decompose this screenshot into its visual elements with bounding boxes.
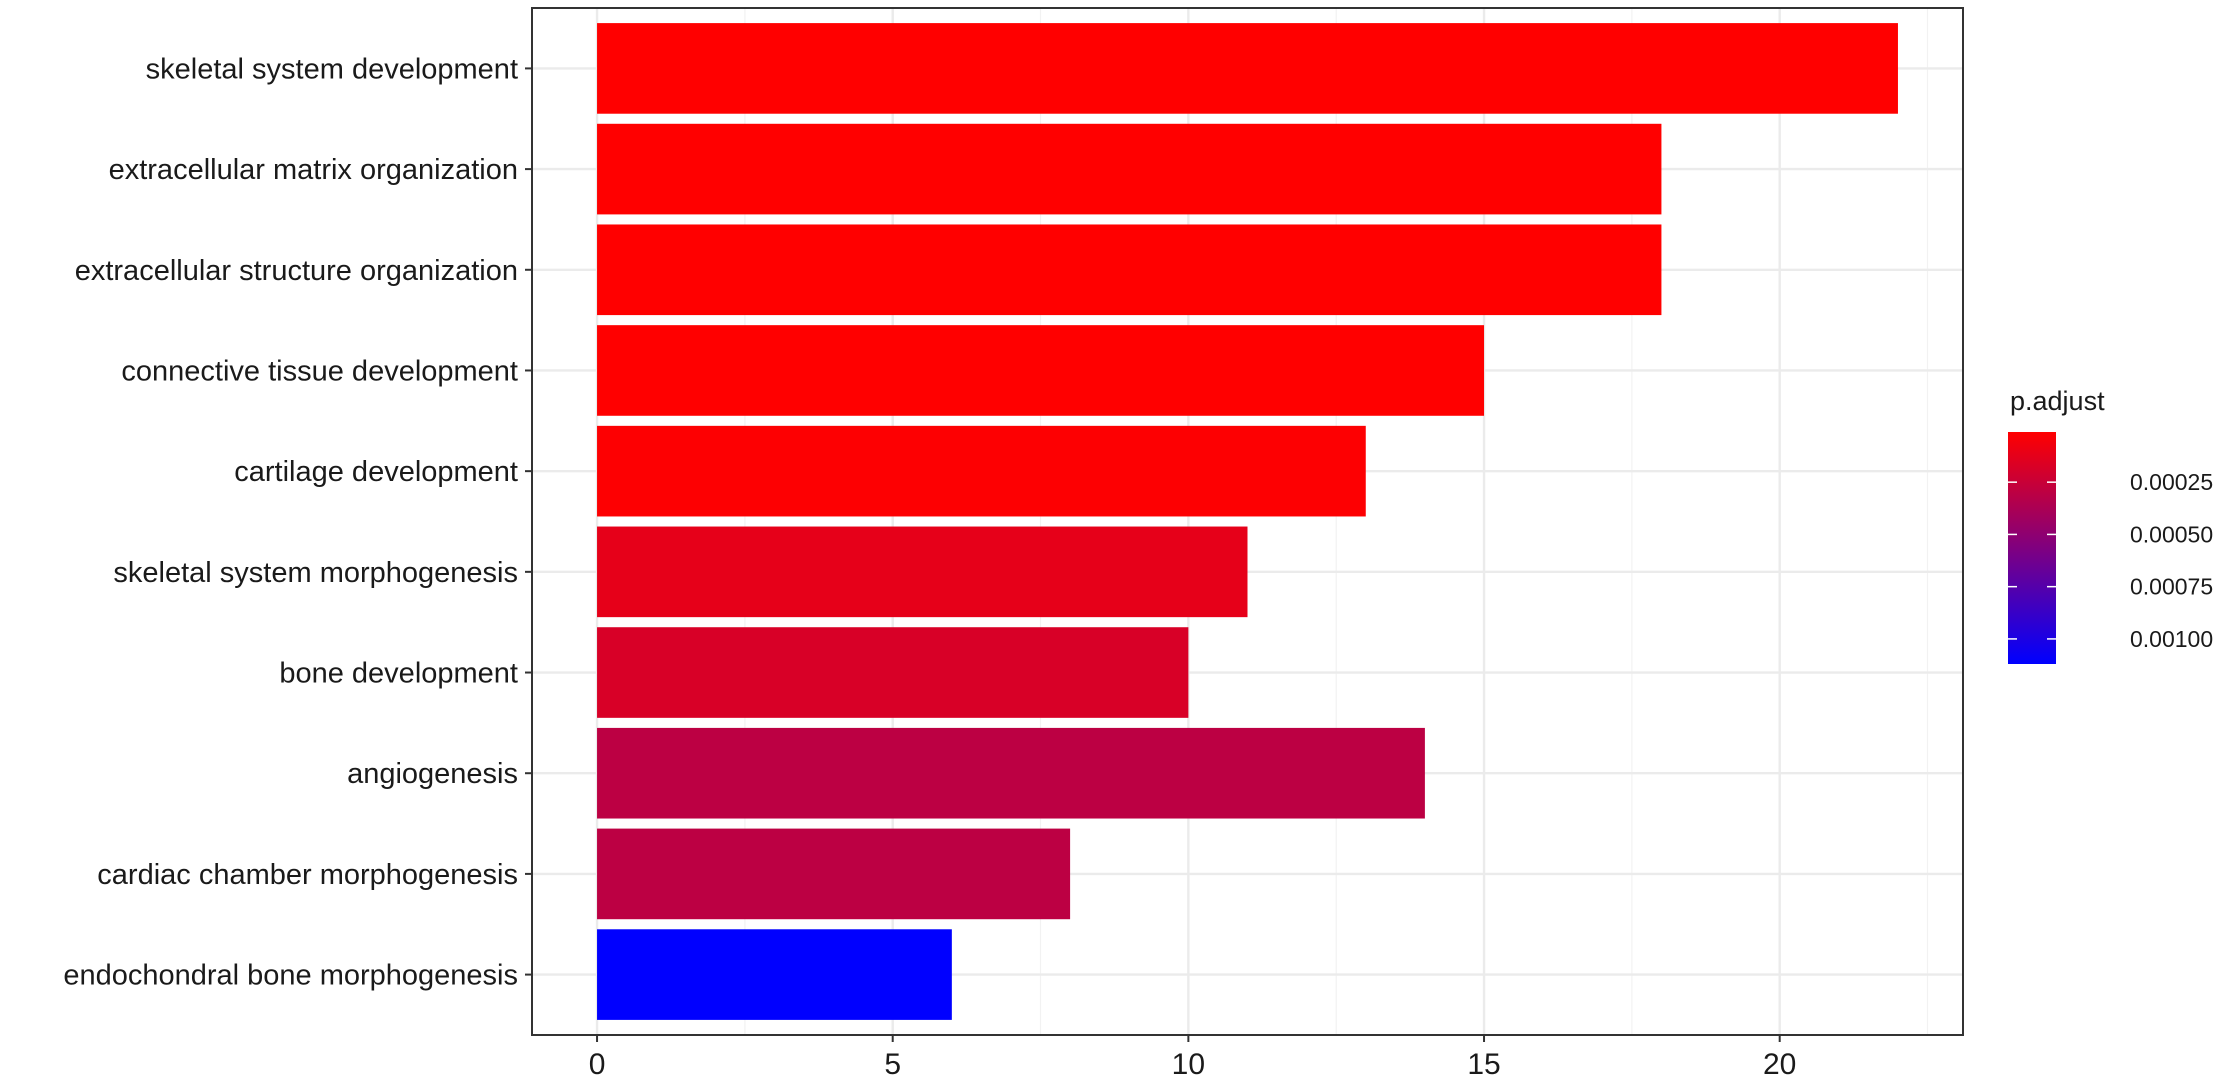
panel-border — [531, 7, 1964, 1036]
y-tick-label: skeletal system development — [146, 53, 518, 85]
y-tick-label: cardiac chamber morphogenesis — [97, 859, 518, 891]
legend-title: p.adjust — [2010, 386, 2105, 416]
bar — [597, 929, 952, 1020]
x-tick-label: 20 — [1763, 1048, 1796, 1081]
bar — [597, 627, 1189, 718]
y-tick-label: extracellular structure organization — [75, 255, 518, 287]
x-tick-label: 10 — [1172, 1048, 1205, 1081]
y-tick-label: bone development — [279, 658, 518, 690]
y-tick-label: angiogenesis — [347, 758, 518, 790]
colorbar-label: 0.00100 — [2130, 626, 2213, 652]
y-axis: skeletal system development extracellular… — [63, 53, 532, 992]
bar — [597, 828, 1071, 920]
x-axis: 0 5 10 15 20 — [589, 1035, 1796, 1081]
bar — [597, 727, 1425, 819]
bar — [597, 23, 1898, 114]
legend-ticks: 0.00025 0.00050 0.00075 0.00100 — [2008, 469, 2213, 652]
y-tick-label: extracellular matrix organization — [109, 154, 518, 186]
y-tick-label: skeletal system morphogenesis — [113, 557, 518, 589]
bar — [597, 123, 1662, 215]
x-tick-label: 0 — [589, 1048, 606, 1081]
bar — [597, 526, 1248, 618]
colorbar-label: 0.00050 — [2130, 521, 2213, 547]
y-tick-label: endochondral bone morphogenesis — [63, 960, 518, 992]
x-tick-label: 15 — [1467, 1048, 1500, 1081]
legend: p.adjust 0.00025 0.00050 0.00075 0.00100 — [2008, 386, 2213, 664]
colorbar — [2008, 432, 2056, 664]
bar — [597, 425, 1366, 517]
y-tick-label: cartilage development — [234, 456, 518, 488]
x-tick-label: 5 — [884, 1048, 901, 1081]
colorbar-label: 0.00025 — [2130, 469, 2213, 495]
y-tick-label: connective tissue development — [121, 355, 518, 387]
bar — [597, 224, 1662, 316]
colorbar-label: 0.00075 — [2130, 574, 2213, 600]
bars — [597, 23, 1898, 1020]
bar — [597, 325, 1485, 416]
